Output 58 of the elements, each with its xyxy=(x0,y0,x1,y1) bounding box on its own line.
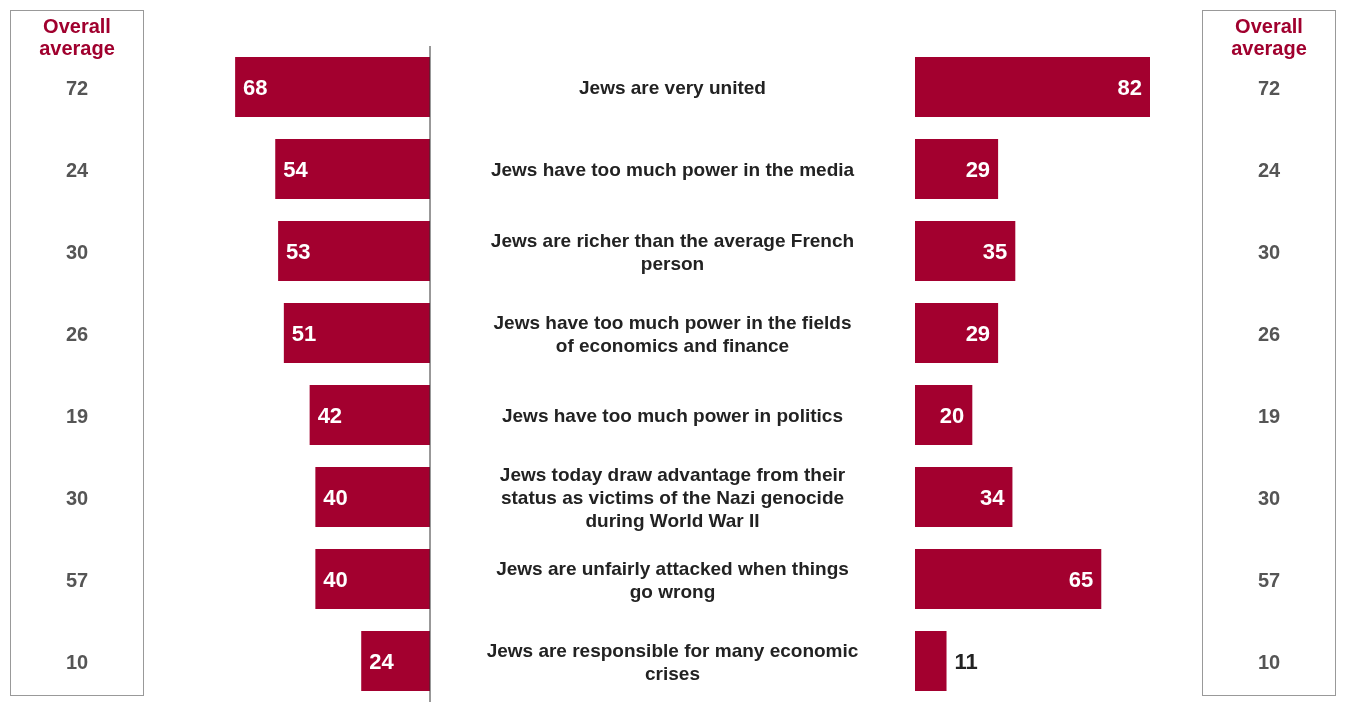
data-label: 30 xyxy=(64,239,90,265)
y-tick-label: Jews have too much power in the fields of economics and finance xyxy=(493,311,852,355)
y-tick-label: Jews have too much power in the media xyxy=(490,158,855,180)
bar xyxy=(915,467,1013,527)
data-label: 53 xyxy=(286,238,311,264)
data-label: 72 xyxy=(65,76,89,99)
bar xyxy=(915,221,1016,281)
bar xyxy=(309,385,430,445)
data-label: 82 xyxy=(1117,74,1142,100)
data-label: 29 xyxy=(965,320,991,346)
y-tick-label: Jews are responsible for many economic crises xyxy=(486,639,859,683)
bar xyxy=(915,549,1102,609)
y-tick-label: Jews today draw advantage from their status as victims of the Nazi genocide during World War II xyxy=(499,463,846,531)
data-label: 34 xyxy=(979,484,1006,510)
data-label: 30 xyxy=(1256,239,1282,265)
bar xyxy=(915,631,947,691)
data-label: 40 xyxy=(323,484,348,510)
data-label: 57 xyxy=(64,567,90,593)
data-label: 65 xyxy=(1068,566,1094,592)
data-label: 57 xyxy=(1256,567,1282,593)
y-tick-label: Jews are richer than the average French person xyxy=(490,229,855,273)
data-label: 40 xyxy=(323,566,348,592)
text: Overall average xyxy=(1230,15,1308,59)
data-label: 51 xyxy=(291,320,317,346)
y-tick-label: Jews are unfairly attacked when things go wrong xyxy=(496,557,849,601)
y-tick-label: Jews have too much power in politics xyxy=(501,404,844,426)
bar xyxy=(235,57,430,117)
bar xyxy=(315,549,430,609)
data-label: 35 xyxy=(982,238,1008,264)
text: Overall average xyxy=(38,15,116,59)
bar xyxy=(275,139,430,199)
data-label: 72 xyxy=(1257,76,1281,99)
bar xyxy=(283,303,430,363)
data-label: 19 xyxy=(1256,403,1282,429)
data-label: 26 xyxy=(64,321,90,347)
data-label: 30 xyxy=(64,485,90,511)
data-label: 26 xyxy=(1256,321,1282,347)
data-label: 24 xyxy=(1256,157,1282,183)
bar xyxy=(278,221,430,281)
data-label: 20 xyxy=(939,402,965,428)
bar xyxy=(915,303,999,363)
data-label: 10 xyxy=(64,649,90,675)
bar xyxy=(915,139,999,199)
data-label: 11 xyxy=(954,648,978,674)
data-label: 19 xyxy=(64,403,90,429)
data-label: 30 xyxy=(1256,485,1282,511)
y-tick-label: Jews are very united xyxy=(579,76,766,98)
data-label: 10 xyxy=(1256,649,1282,675)
data-label: 24 xyxy=(64,157,90,183)
data-label: 24 xyxy=(369,648,395,674)
bar xyxy=(315,467,430,527)
data-label: 29 xyxy=(965,156,991,182)
data-label: 54 xyxy=(283,156,309,182)
data-label: 68 xyxy=(243,74,268,100)
bar xyxy=(361,631,430,691)
bar xyxy=(915,385,973,445)
data-label: 42 xyxy=(317,402,343,428)
bar xyxy=(915,57,1150,117)
